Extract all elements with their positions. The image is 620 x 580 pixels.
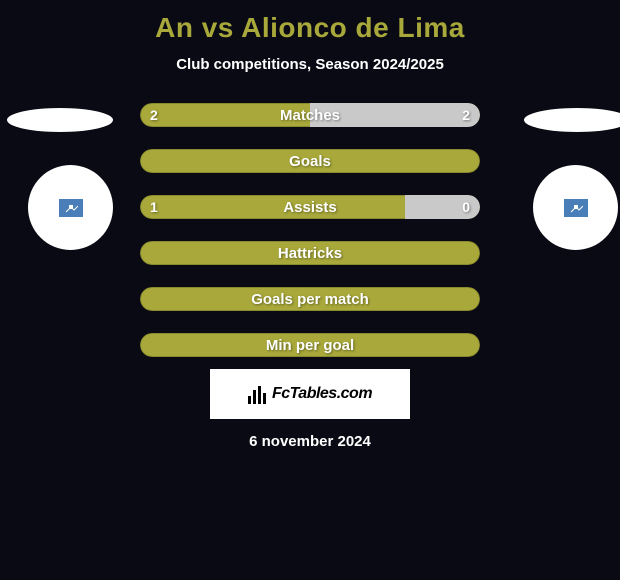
date-text: 6 november 2024	[0, 433, 620, 450]
stat-label: Min per goal	[140, 333, 480, 357]
stat-label: Goals per match	[140, 287, 480, 311]
stat-label: Assists	[140, 195, 480, 219]
player-circle-left	[28, 165, 113, 250]
stat-row: Goals per match	[140, 287, 480, 311]
stat-bars: Matches2 2 Goals Assists1 0 Hattricks Goals pe…	[140, 103, 480, 357]
stat-value-left: 2	[150, 103, 158, 127]
stat-value-right: 0	[462, 195, 470, 219]
stat-value-right: 2	[462, 103, 470, 127]
stat-label: Goals	[140, 149, 480, 173]
player-placeholder-icon	[59, 199, 83, 217]
stat-row: Hattricks	[140, 241, 480, 265]
comparison-area: Matches2 2 Goals Assists1 0 Hattricks Goals pe…	[0, 103, 620, 450]
stat-row: Min per goal	[140, 333, 480, 357]
logo-chart-icon	[248, 384, 266, 404]
stat-row: Goals	[140, 149, 480, 173]
stat-label: Hattricks	[140, 241, 480, 265]
player-circle-right	[533, 165, 618, 250]
stat-row: Matches2 2	[140, 103, 480, 127]
player-shadow-left	[7, 108, 113, 132]
stat-label: Matches	[140, 103, 480, 127]
player-shadow-right	[524, 108, 620, 132]
logo-text: FcTables.com	[272, 385, 372, 403]
player-placeholder-icon	[564, 199, 588, 217]
fctables-logo: FcTables.com	[210, 369, 410, 419]
page-title: An vs Alionco de Lima	[0, 0, 620, 44]
stat-value-left: 1	[150, 195, 158, 219]
stat-row: Assists1 0	[140, 195, 480, 219]
subtitle: Club competitions, Season 2024/2025	[0, 56, 620, 73]
